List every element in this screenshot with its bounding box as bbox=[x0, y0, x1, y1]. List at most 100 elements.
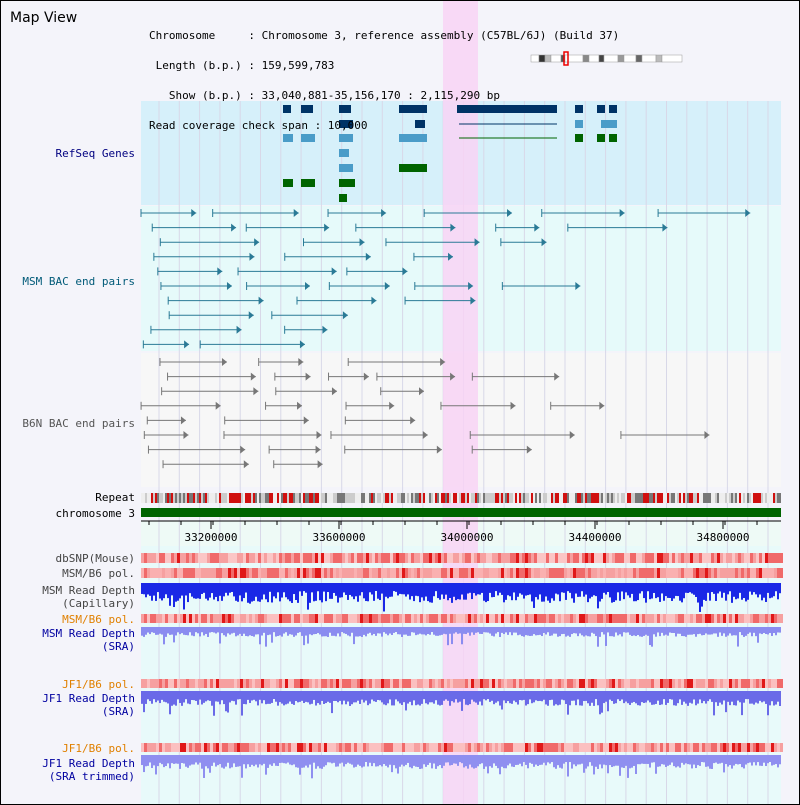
repeat-mark bbox=[623, 493, 625, 503]
jf1-sra-depth-bar bbox=[673, 691, 675, 706]
msm-bac-label[interactable]: MSM BAC end pairs bbox=[22, 275, 135, 288]
jf1-trim-pol-mark bbox=[312, 743, 315, 752]
jf1-b6-pol-trimmed-label[interactable]: JF1/B6 pol. bbox=[62, 742, 135, 755]
msm-pol-mark bbox=[141, 568, 144, 578]
jf1-sra-depth-bar bbox=[449, 691, 451, 706]
jf1-sra-depth-bar bbox=[391, 691, 393, 706]
msm-sra-pol-mark bbox=[420, 614, 423, 623]
msm-capillary-depth-bar bbox=[285, 583, 287, 598]
msm-capillary-depth-bar bbox=[565, 583, 567, 600]
jf1-sra-depth-bar bbox=[165, 691, 167, 703]
jf1-trim-depth-bar bbox=[331, 755, 333, 764]
jf1-sra-depth-bar bbox=[687, 691, 689, 706]
msm-pol-mark bbox=[552, 568, 555, 578]
jf1-sra-depth-bar bbox=[467, 691, 469, 706]
jf1-sra-depth-bar bbox=[435, 691, 437, 701]
jf1-read-depth-trimmed-label[interactable]: JF1 Read Depth bbox=[42, 757, 135, 770]
dbsnp-mark bbox=[330, 553, 333, 563]
jf1-sra-depth-bar bbox=[565, 691, 567, 705]
dbsnp-mark bbox=[258, 553, 261, 563]
repeat-mark bbox=[159, 493, 161, 503]
msm-sra-depth-bar bbox=[571, 627, 573, 635]
msm-sra-depth-bar bbox=[527, 627, 529, 636]
jf1-sra-depth-bar bbox=[487, 691, 489, 700]
refseq-genes-label[interactable]: RefSeq Genes bbox=[55, 147, 135, 160]
jf1-trim-pol-mark bbox=[459, 743, 462, 752]
dbsnp-mark bbox=[642, 553, 645, 563]
jf1-trim-depth-bar bbox=[153, 755, 155, 766]
jf1-pol-mark bbox=[732, 679, 735, 688]
msm-sra-depth-bar bbox=[515, 627, 517, 633]
dbsnp-mark bbox=[432, 553, 435, 563]
refseq-gene bbox=[415, 120, 425, 128]
msm-sra-depth-bar bbox=[711, 627, 713, 635]
jf1-read-depth-sra-label[interactable]: JF1 Read Depth bbox=[42, 692, 135, 705]
msm-pol-mark bbox=[228, 568, 231, 578]
msm-sra-depth-bar bbox=[419, 627, 421, 634]
jf1-sra-depth-bar bbox=[733, 691, 735, 706]
jf1-b6-pol-label[interactable]: JF1/B6 pol. bbox=[62, 678, 135, 691]
msm-capillary-depth-bar bbox=[617, 583, 619, 593]
jf1-trim-depth-bar bbox=[151, 755, 153, 769]
repeat-mark bbox=[653, 493, 655, 503]
jf1-sra-depth-bar bbox=[643, 691, 645, 703]
msm-sra-depth-bar bbox=[181, 627, 183, 634]
msm-sra-pol-mark bbox=[537, 614, 540, 623]
dbsnp-mark bbox=[615, 553, 618, 563]
msm-pol-mark bbox=[675, 568, 678, 578]
msm-read-depth-sra-label[interactable]: MSM Read Depth bbox=[42, 627, 135, 640]
dbsnp-mark bbox=[579, 553, 582, 563]
repeat-label[interactable]: Repeat bbox=[95, 491, 135, 504]
msm-sra-depth-bar bbox=[707, 627, 709, 635]
msm-sra-depth-bar bbox=[755, 627, 757, 637]
msm-b6-pol-label[interactable]: MSM/B6 pol. bbox=[62, 567, 135, 580]
jf1-trim-depth-bar bbox=[381, 755, 383, 767]
jf1-sra-depth-bar bbox=[397, 691, 399, 702]
repeat-mark bbox=[665, 493, 667, 503]
repeat-mark bbox=[437, 493, 439, 503]
dbsnp-mark bbox=[324, 553, 327, 563]
dbsnp-label[interactable]: dbSNP(Mouse) bbox=[55, 552, 135, 565]
repeat-mark bbox=[747, 493, 749, 503]
jf1-pol-mark bbox=[444, 679, 447, 688]
jf1-trim-depth-bar bbox=[775, 755, 777, 765]
msm-sra-pol-mark bbox=[186, 614, 189, 623]
dbsnp-mark bbox=[195, 553, 198, 563]
jf1-trim-pol-mark bbox=[507, 743, 510, 752]
jf1-trim-pol-mark bbox=[612, 743, 615, 752]
msm-read-depth-capillary-label[interactable]: MSM Read Depth bbox=[42, 584, 135, 597]
jf1-sra-depth-bar bbox=[359, 691, 361, 704]
jf1-sra-depth-bar bbox=[335, 691, 337, 701]
jf1-trim-depth-bar bbox=[627, 755, 629, 778]
msm-sra-depth-bar bbox=[337, 627, 339, 634]
repeat-mark bbox=[753, 493, 755, 503]
msm-b6-pol-sra-label[interactable]: MSM/B6 pol. bbox=[62, 613, 135, 626]
msm-capillary-depth-bar bbox=[595, 583, 597, 597]
jf1-sra-depth-bar bbox=[311, 691, 313, 704]
dbsnp-mark bbox=[555, 553, 558, 563]
repeat-mark bbox=[643, 493, 645, 503]
repeat-mark bbox=[667, 493, 669, 503]
msm-capillary-depth-bar bbox=[241, 583, 243, 602]
jf1-sra-depth-bar bbox=[599, 691, 601, 715]
jf1-trim-depth-bar bbox=[679, 755, 681, 768]
msm-pol-mark bbox=[495, 568, 498, 578]
jf1-trim-depth-bar bbox=[361, 755, 363, 768]
msm-sra-pol-mark bbox=[699, 614, 702, 623]
msm-sra-depth-bar bbox=[423, 627, 425, 635]
repeat-mark bbox=[491, 493, 493, 503]
jf1-trim-depth-bar bbox=[667, 755, 669, 766]
repeat-mark bbox=[717, 493, 719, 503]
msm-capillary-depth-bar bbox=[497, 583, 499, 596]
jf1-sra-depth-bar bbox=[463, 691, 465, 700]
msm-capillary-depth-bar bbox=[683, 583, 685, 599]
b6n-bac-label[interactable]: B6N BAC end pairs bbox=[22, 417, 135, 430]
jf1-trim-depth-bar bbox=[729, 755, 731, 766]
jf1-trim-depth-bar bbox=[545, 755, 547, 766]
jf1-sra-depth-bar bbox=[323, 691, 325, 704]
repeat-mark bbox=[521, 493, 523, 503]
jf1-trim-pol-mark bbox=[780, 743, 783, 752]
msm-sra-depth-bar bbox=[579, 627, 581, 634]
jf1-sra-depth-bar bbox=[149, 691, 151, 702]
